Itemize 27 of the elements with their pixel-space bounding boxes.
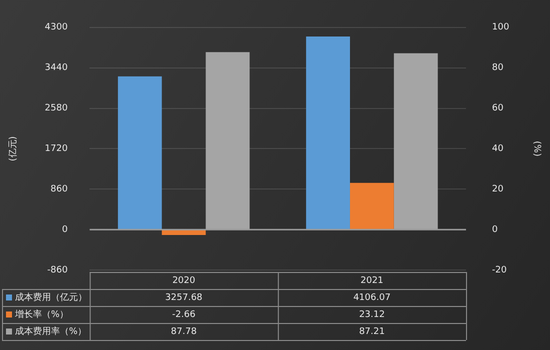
x-tick-label: 2020: [172, 276, 196, 286]
legend-label: 成本费用率（%）: [15, 326, 87, 337]
y2-tick-label: 80: [492, 63, 504, 74]
y-axis-title: (亿元): [8, 136, 19, 162]
data-label: -2.66: [172, 310, 196, 320]
y2-tick-label: 20: [492, 184, 504, 194]
data-label: 23.12: [359, 310, 385, 320]
data-label: 87.21: [359, 326, 385, 337]
y-tick-label: -860: [47, 265, 68, 276]
legend-label: 成本费用（亿元）: [15, 292, 87, 303]
y2-tick-label: 40: [492, 144, 504, 154]
y2-tick-label: 0: [492, 224, 498, 235]
y2-tick-label: 100: [492, 22, 510, 33]
data-label: 87.78: [170, 326, 197, 337]
y-tick-label: 4300: [44, 22, 68, 33]
y-tick-label: 0: [62, 224, 68, 235]
y2-tick-label: 60: [492, 104, 504, 114]
data-label: 4106.07: [353, 292, 391, 303]
y-tick-label: 1720: [44, 144, 68, 154]
y2-tick-label: -20: [492, 265, 507, 276]
y-tick-label: 860: [50, 184, 68, 194]
y-tick-label: 2580: [44, 104, 68, 114]
legend-label: 增长率（%）: [14, 308, 69, 320]
x-tick-label: 2021: [360, 276, 384, 286]
data-label: 3257.68: [165, 292, 203, 303]
y-tick-label: 3440: [44, 63, 68, 74]
y2-axis-title: (%): [531, 140, 542, 156]
